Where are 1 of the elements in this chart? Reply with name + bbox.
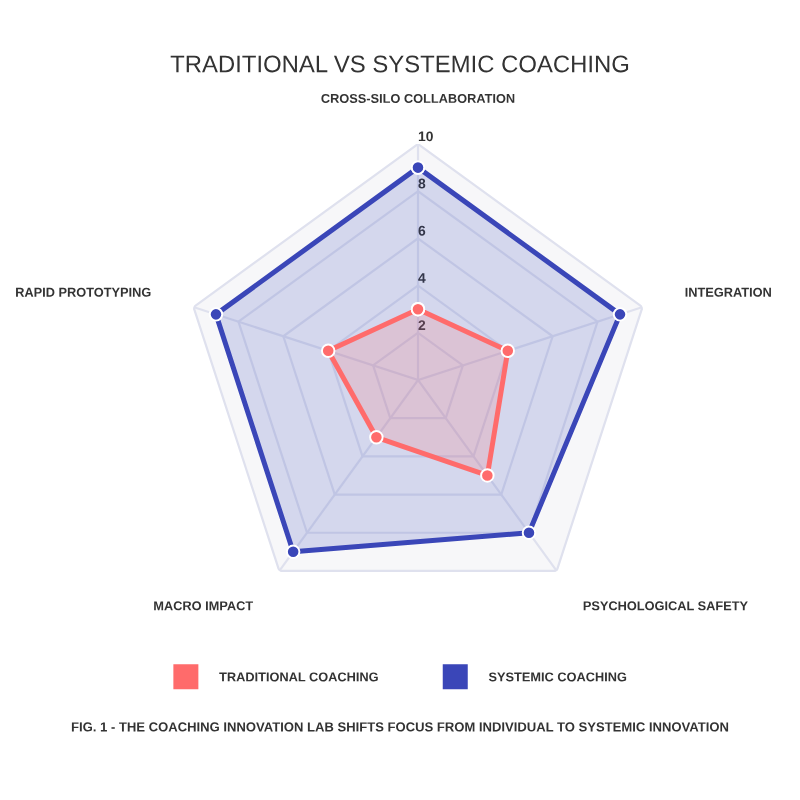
chart-title: TRADITIONAL VS SYSTEMIC COACHING xyxy=(170,55,629,73)
